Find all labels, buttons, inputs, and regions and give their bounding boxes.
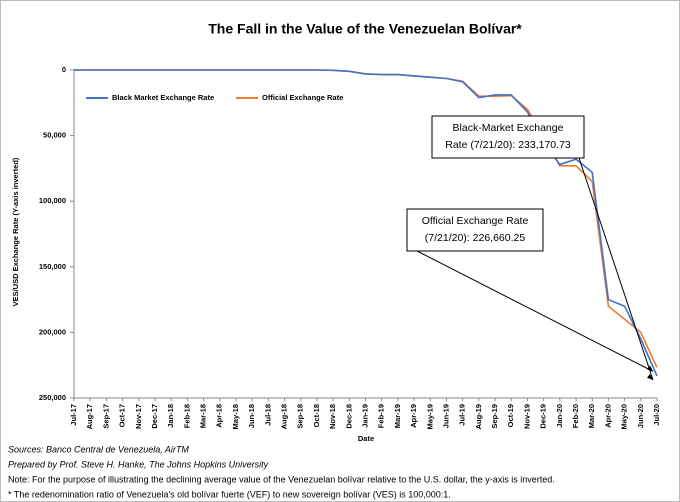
y-tick-label: 150,000 xyxy=(39,262,66,271)
x-tick-label: Oct-18 xyxy=(312,404,321,427)
x-tick-label: Jan-18 xyxy=(166,404,175,428)
annotation-box xyxy=(406,208,544,252)
legend-label: Black Market Exchange Rate xyxy=(112,93,214,102)
x-tick-label: Sep-18 xyxy=(296,404,305,429)
x-tick-label: Jun-18 xyxy=(247,404,256,428)
x-tick-label: Nov-17 xyxy=(134,404,143,429)
x-tick-label: Jan-20 xyxy=(555,404,564,428)
x-tick-label: Jul-20 xyxy=(652,404,661,426)
y-tick-label: 250,000 xyxy=(39,393,66,402)
annotation-arrow xyxy=(578,157,654,381)
annotation-text: Black-Market Exchange xyxy=(453,122,564,134)
x-tick-label: Jul-19 xyxy=(458,404,467,426)
x-tick-label: Feb-20 xyxy=(571,404,580,428)
y-tick-label: 200,000 xyxy=(39,327,66,336)
x-tick-label: Apr-19 xyxy=(409,404,418,428)
annotation-text: (7/21/20): 226,660.25 xyxy=(425,232,526,244)
note: * The redenomination ratio of Venezuela'… xyxy=(8,489,451,499)
x-tick-label: May-19 xyxy=(425,404,434,429)
x-tick-label: Jan-19 xyxy=(360,404,369,428)
x-tick-label: Feb-19 xyxy=(377,404,386,428)
y-tick-label: 0 xyxy=(62,65,66,74)
annotation-text: Rate (7/21/20): 233,170.73 xyxy=(445,139,571,151)
x-tick-label: Sep-17 xyxy=(101,404,110,429)
y-axis-label: VES/USD Exchange Rate (Y-axis inverted) xyxy=(11,157,20,306)
y-tick-label: 100,000 xyxy=(39,196,66,205)
x-tick-label: Nov-19 xyxy=(522,404,531,429)
x-tick-label: Nov-18 xyxy=(328,404,337,429)
x-tick-label: Aug-18 xyxy=(280,404,289,429)
legend-label: Official Exchange Rate xyxy=(262,93,343,102)
x-tick-label: Jun-19 xyxy=(441,404,450,428)
x-tick-label: Apr-18 xyxy=(215,404,224,428)
series-line xyxy=(74,69,658,377)
annotation-arrow xyxy=(416,250,654,372)
x-tick-label: Mar-19 xyxy=(393,404,402,428)
x-tick-label: Dec-19 xyxy=(539,404,548,429)
x-tick-label: Sep-19 xyxy=(490,404,499,429)
annotation-text: Official Exchange Rate xyxy=(422,215,529,227)
x-tick-label: Dec-18 xyxy=(344,404,353,429)
x-axis-label: Date xyxy=(358,434,374,443)
x-tick-label: Aug-17 xyxy=(85,404,94,429)
x-tick-label: Mar-20 xyxy=(587,404,596,428)
annotation-box xyxy=(431,115,585,159)
x-tick-label: Apr-20 xyxy=(603,404,612,428)
chart-title: The Fall in the Value of the Venezuelan … xyxy=(208,21,522,37)
arrow-head xyxy=(647,365,653,372)
x-tick-label: Jul-18 xyxy=(263,404,272,426)
note: Note: For the purpose of illustrating th… xyxy=(8,474,555,484)
x-tick-label: Feb-18 xyxy=(182,404,191,428)
x-tick-label: Oct-17 xyxy=(118,404,127,427)
note: Prepared by Prof. Steve H. Hanke, The Jo… xyxy=(8,459,269,469)
note: Sources: Banco Central de Venezuela, Air… xyxy=(8,444,189,454)
arrow-head xyxy=(647,373,653,380)
x-tick-label: Oct-19 xyxy=(506,404,515,427)
x-tick-label: May-18 xyxy=(231,404,240,429)
y-tick-label: 50,000 xyxy=(43,131,66,140)
x-tick-label: May-20 xyxy=(620,404,629,429)
x-tick-label: Jun-20 xyxy=(636,404,645,428)
x-tick-label: Mar-18 xyxy=(199,404,208,428)
x-tick-label: Jul-17 xyxy=(69,404,78,426)
x-tick-label: Dec-17 xyxy=(150,404,159,429)
x-tick-label: Aug-19 xyxy=(474,404,483,429)
